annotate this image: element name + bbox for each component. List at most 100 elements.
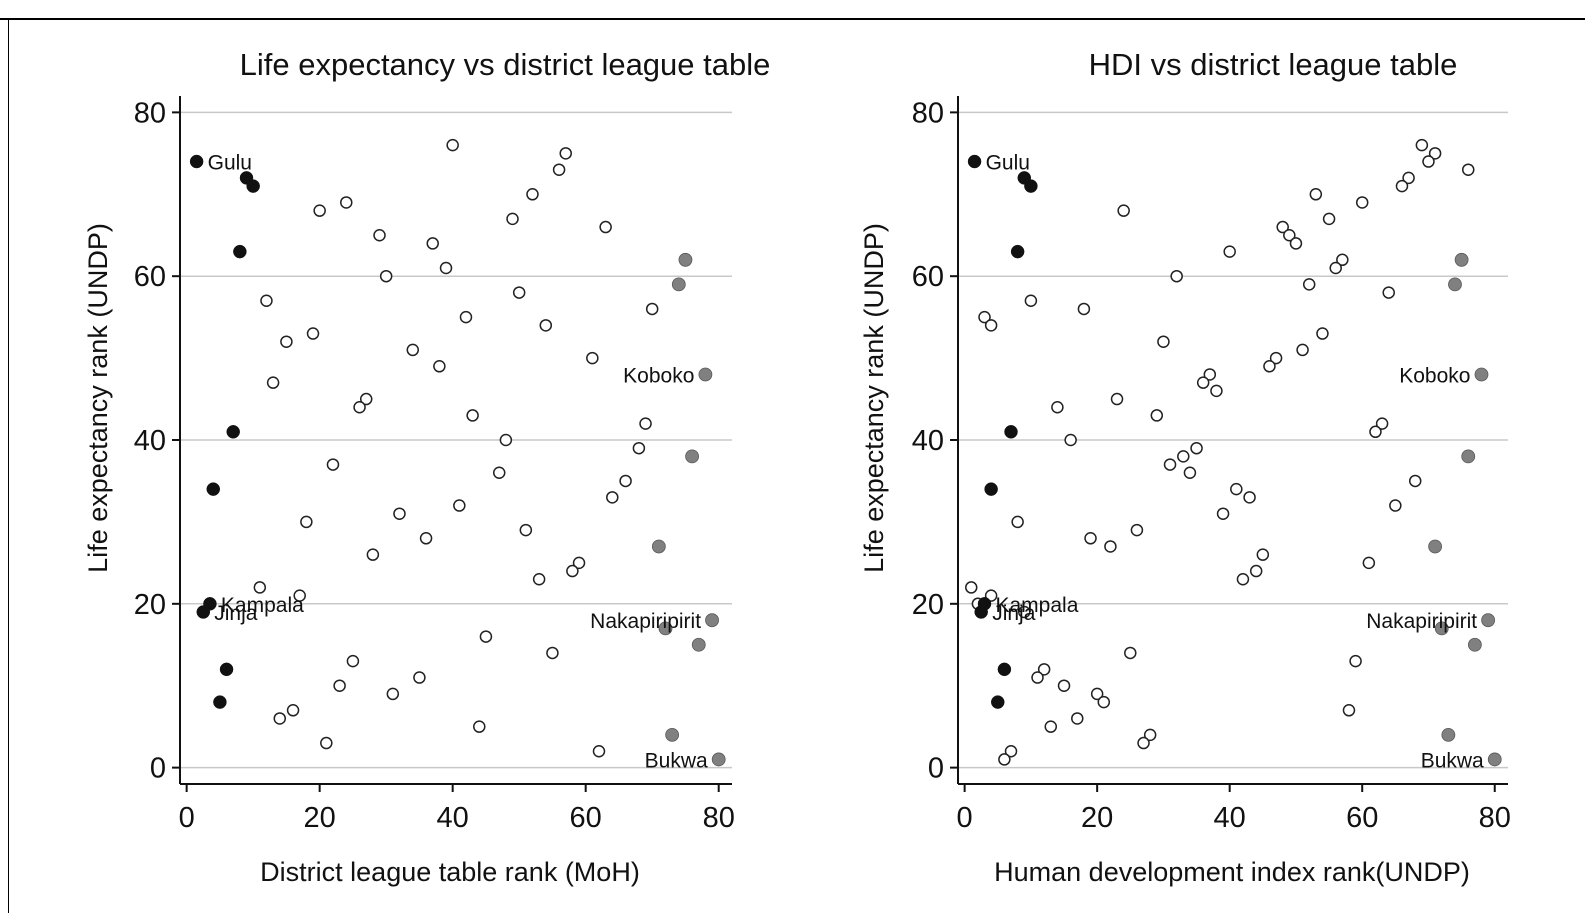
data-point-dark: [246, 179, 260, 193]
data-point-hollow: [1243, 491, 1256, 504]
data-point-hollow: [1355, 196, 1369, 209]
data-point-grey: [665, 727, 680, 742]
data-point-grey: [678, 252, 693, 267]
data-point-dark: [1010, 244, 1025, 259]
data-point-hollow: [1216, 507, 1230, 520]
data-point-grey: [1448, 277, 1462, 292]
data-point-hollow: [506, 212, 519, 226]
data-point-hollow: [1336, 253, 1349, 267]
data-point-hollow: [1461, 163, 1475, 176]
data-point-hollow: [499, 433, 513, 447]
data-point-dark: [213, 695, 227, 709]
x-tick-label: 0: [957, 802, 973, 834]
data-point-hollow: [1342, 704, 1356, 717]
data-point-hollow: [586, 351, 599, 365]
data-point-hollow: [1097, 695, 1111, 709]
data-point-hollow: [1018, 605, 1031, 619]
data-point-grey: [1454, 252, 1469, 267]
data-point-hollow: [592, 744, 606, 758]
data-point-hollow: [1084, 532, 1097, 545]
y-axis-label: Life expectancy rank (UNDP): [859, 223, 889, 573]
data-point-hollow: [1309, 188, 1323, 201]
data-point-hollow: [552, 163, 566, 176]
data-point-hollow: [353, 400, 366, 414]
data-point-hollow: [1090, 687, 1104, 701]
y-tick-label: 0: [928, 753, 944, 785]
data-point-grey: [651, 539, 666, 554]
point-annotation: Gulu: [208, 152, 252, 175]
y-tick-label: 20: [134, 589, 166, 621]
data-point-dark: [233, 244, 247, 259]
data-point-hollow: [1024, 294, 1038, 308]
point-annotation: Gulu: [986, 152, 1030, 175]
x-tick-label: 60: [1346, 802, 1378, 834]
point-annotation: Koboko: [1399, 364, 1470, 387]
data-point-hollow: [559, 147, 572, 160]
data-point-dark: [991, 695, 1005, 709]
data-point-hollow: [998, 753, 1011, 766]
data-point-hollow: [379, 269, 393, 283]
data-point-hollow: [466, 409, 479, 422]
point-annotation: Bukwa: [645, 749, 708, 772]
data-point-hollow: [1349, 654, 1362, 668]
data-point-hollow: [1269, 351, 1283, 365]
data-point-hollow: [1389, 499, 1402, 512]
data-point-dark: [967, 154, 982, 169]
data-point-hollow: [1004, 744, 1018, 758]
data-point-hollow: [1428, 147, 1442, 160]
data-point-hollow: [639, 417, 652, 430]
data-point-dark: [226, 425, 240, 439]
x-axis-label: District league table rank (MoH): [260, 857, 640, 887]
data-point-hollow: [512, 286, 526, 299]
point-annotation: Nakapiripirit: [590, 610, 701, 633]
data-point-grey: [1487, 752, 1502, 767]
data-point-hollow: [1382, 286, 1395, 299]
data-point-hollow: [320, 736, 333, 750]
data-point-hollow: [1289, 237, 1303, 250]
data-point-hollow: [386, 687, 400, 701]
data-point-hollow: [1130, 523, 1144, 537]
data-point-dark: [984, 482, 998, 496]
data-point-hollow: [1322, 212, 1336, 226]
data-point-hollow: [426, 237, 439, 250]
x-tick-label: 80: [1479, 802, 1511, 834]
data-point-hollow: [1057, 679, 1071, 692]
data-point-grey: [658, 621, 673, 636]
data-point-hollow: [253, 581, 267, 594]
data-point-hollow: [439, 261, 453, 275]
data-point-hollow: [492, 466, 506, 480]
data-point-hollow: [1402, 171, 1415, 185]
data-point-hollow: [1011, 515, 1024, 529]
data-point-grey: [1441, 727, 1456, 742]
data-point-hollow: [1150, 409, 1164, 422]
data-point-hollow: [306, 327, 320, 340]
data-point-hollow: [1077, 302, 1091, 316]
data-point-hollow: [273, 712, 287, 725]
data-point-hollow: [1037, 663, 1051, 676]
data-point-hollow: [1276, 220, 1289, 234]
data-point-hollow: [1362, 556, 1376, 570]
data-point-hollow: [978, 310, 991, 324]
data-point-hollow: [984, 319, 998, 332]
data-point-hollow: [1163, 458, 1177, 471]
point-annotation: Kampala: [221, 594, 304, 617]
data-point-hollow: [1249, 564, 1263, 578]
data-point-hollow: [1395, 179, 1409, 193]
data-point-hollow: [260, 294, 273, 308]
y-tick-label: 80: [912, 97, 944, 129]
data-point-hollow: [1296, 343, 1309, 357]
x-tick-label: 60: [570, 802, 602, 834]
data-point-hollow: [1408, 474, 1422, 488]
data-point-hollow: [1236, 572, 1250, 586]
data-point-dark: [206, 482, 221, 496]
data-point-hollow: [286, 704, 300, 717]
data-point-hollow: [519, 523, 533, 537]
data-point-hollow: [1170, 269, 1183, 283]
data-point-hollow: [1071, 712, 1084, 725]
data-point-hollow: [1230, 482, 1243, 496]
left-border-rule: [8, 18, 9, 913]
